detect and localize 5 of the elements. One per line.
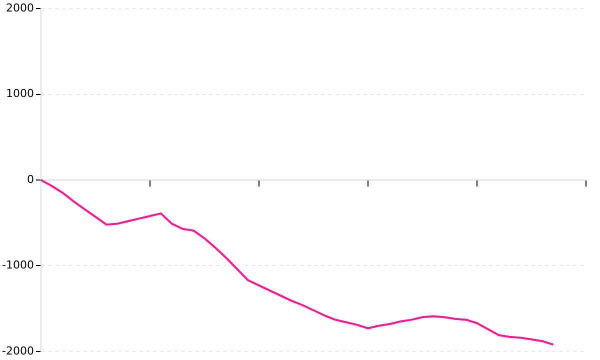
y-tick-label: -2000 [2, 344, 34, 358]
y-tick-label: 2000 [6, 1, 34, 14]
y-tick-label: 0 [26, 172, 34, 186]
y-tick-label: 1000 [6, 87, 34, 100]
y-tick-label: -1000 [2, 258, 34, 272]
